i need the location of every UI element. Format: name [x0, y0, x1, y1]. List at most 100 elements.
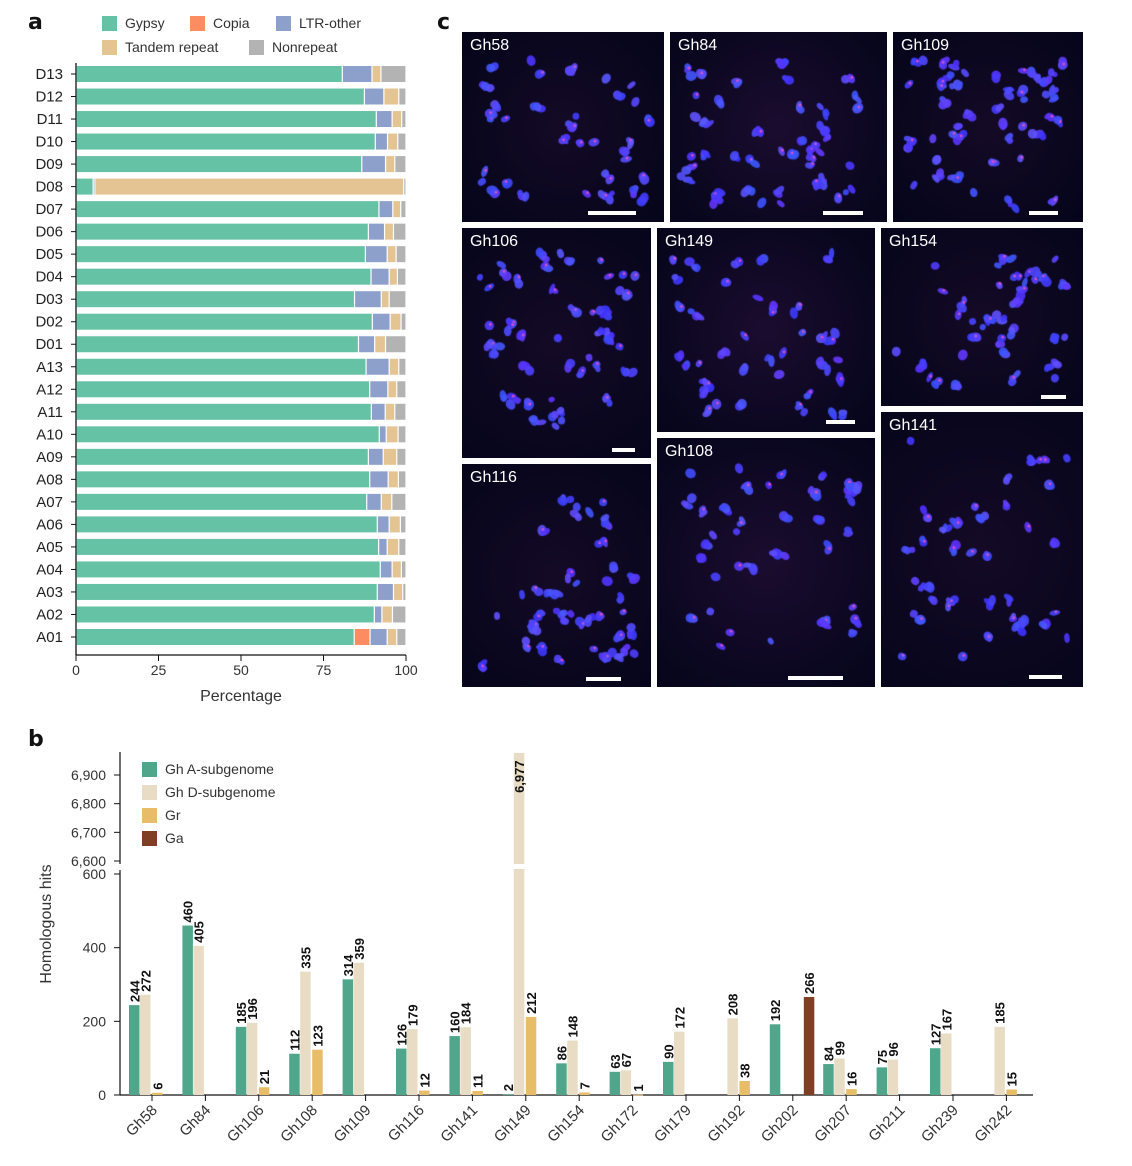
legend-gr: Gr — [142, 807, 181, 823]
bar-segment-gypsy — [76, 426, 379, 443]
x-tick-label: Gh149 — [491, 1102, 535, 1146]
bar-segment-gypsy — [76, 538, 379, 555]
legend-swatch — [142, 784, 157, 800]
bar-segment-gypsy — [76, 66, 342, 82]
bar-segment-nonrepeat — [399, 358, 406, 375]
data-label: 99 — [832, 1041, 847, 1055]
data-label: 208 — [726, 994, 741, 1016]
scale-bar — [588, 211, 636, 215]
legend-swatch — [102, 15, 117, 31]
fluorescence-image — [657, 228, 875, 432]
data-label: 185 — [993, 1002, 1008, 1024]
micrograph-label: Gh108 — [665, 443, 714, 460]
x-tick-label: Gh154 — [544, 1102, 588, 1146]
data-label: 212 — [524, 992, 539, 1014]
category-label: D03 — [35, 291, 63, 308]
micrograph-gh84: Gh84 — [670, 32, 887, 222]
category-label: D10 — [35, 134, 63, 151]
bar-segment-tandem-repeat — [387, 246, 396, 263]
bar-segment-ltr-other — [379, 538, 387, 555]
micrograph-label: Gh141 — [889, 417, 938, 434]
data-label: 266 — [802, 972, 817, 994]
category-label: D11 — [37, 111, 63, 128]
bar-segment-gypsy — [76, 358, 366, 375]
bar-gh-a-subgenome — [502, 1094, 514, 1096]
bar-ga — [803, 997, 815, 1095]
bar-segment-gypsy — [76, 336, 358, 353]
fluorescence-image — [462, 32, 664, 222]
x-axis-label: Percentage — [200, 688, 282, 705]
data-label: 2 — [501, 1084, 516, 1091]
bar-segment-gypsy — [76, 268, 371, 285]
bar-segment-nonrepeat — [398, 133, 406, 150]
bar-gh-d-subgenome — [834, 1058, 845, 1095]
fluorescence-image — [657, 438, 875, 687]
legend-gh-a: Gh A-subgenome — [142, 761, 274, 777]
bar-segment-ltr-other — [377, 583, 393, 600]
bar-segment-ltr-other — [365, 88, 384, 105]
bar-gh-a-subgenome — [930, 1048, 941, 1095]
legend-label: Gypsy — [125, 15, 165, 31]
bar-gh-d-subgenome — [674, 1031, 685, 1095]
category-label: A08 — [36, 471, 63, 488]
micrograph-gh141: Gh141 — [881, 412, 1083, 687]
bar-segment-gypsy — [76, 561, 380, 578]
bar-segment-ltr-other — [371, 268, 389, 285]
bar-segment-ltr-other — [377, 516, 389, 533]
legend-label: Nonrepeat — [272, 39, 338, 55]
fluorescence-image — [462, 464, 651, 687]
bar-segment-gypsy — [76, 629, 354, 645]
legend-swatch — [102, 39, 117, 55]
bar-gr — [739, 1081, 750, 1095]
bar-segment-gypsy — [76, 246, 365, 263]
bar-gh-a-subgenome — [235, 1026, 247, 1095]
bar-segment-gypsy — [76, 291, 354, 308]
category-label: D05 — [35, 246, 63, 263]
x-tick-label: Gh179 — [651, 1102, 695, 1146]
scale-bar — [1028, 211, 1058, 215]
data-label: 185 — [234, 1002, 249, 1024]
legend-label: Ga — [165, 830, 184, 846]
bar-segment-ltr-other — [359, 336, 375, 353]
y-axis-label: Homologous hits — [38, 864, 55, 983]
bar-segment-tandem-repeat — [385, 403, 395, 420]
data-label: 192 — [768, 1000, 783, 1022]
bar-segment-nonrepeat — [395, 156, 406, 173]
x-tick-label: Gh242 — [971, 1102, 1015, 1146]
bar-segment-tandem-repeat — [386, 426, 398, 443]
data-label: 6,977 — [512, 760, 527, 793]
bar-segment-nonrepeat — [397, 448, 406, 465]
y-tick-label: 6,800 — [71, 796, 106, 812]
bar-segment-tandem-repeat — [392, 561, 401, 578]
category-label: A09 — [36, 449, 63, 466]
x-tick-label: 100 — [394, 662, 418, 678]
x-tick-label: 50 — [233, 662, 249, 678]
bar-segment-tandem-repeat — [95, 178, 404, 195]
panel-a-letter: a — [28, 10, 43, 35]
bar-segment-ltr-other — [368, 223, 384, 240]
bar-segment-tandem-repeat — [381, 493, 392, 510]
fluorescence-image — [462, 228, 651, 458]
legend-gypsy: Gypsy — [102, 15, 165, 31]
y-tick-label: 6,700 — [71, 824, 106, 840]
panel-b-letter: b — [28, 727, 44, 752]
bar-gh-d-subgenome — [941, 1033, 952, 1095]
x-tick-label: Gh108 — [277, 1102, 321, 1146]
category-label: A10 — [36, 426, 63, 443]
category-label: D01 — [35, 336, 63, 353]
bar-segment-tandem-repeat — [394, 583, 403, 600]
category-label: A12 — [36, 381, 63, 398]
bar-segment-gypsy — [76, 111, 376, 128]
bar-segment-nonrepeat — [398, 426, 406, 443]
bar-segment-tandem-repeat — [386, 156, 395, 173]
bar-segment-tandem-repeat — [392, 111, 402, 128]
data-label: 112 — [287, 1030, 302, 1051]
bar-segment-nonrepeat — [401, 201, 406, 218]
bar-segment-ltr-other — [362, 156, 385, 173]
x-tick-label: 75 — [316, 662, 332, 678]
data-label: 244 — [127, 980, 142, 1002]
legend-tandem-repeat: Tandem repeat — [102, 39, 218, 55]
bar-gh-a-subgenome — [396, 1048, 407, 1095]
bar-segment-gypsy — [76, 88, 364, 105]
bar-segment-nonrepeat — [404, 178, 406, 195]
